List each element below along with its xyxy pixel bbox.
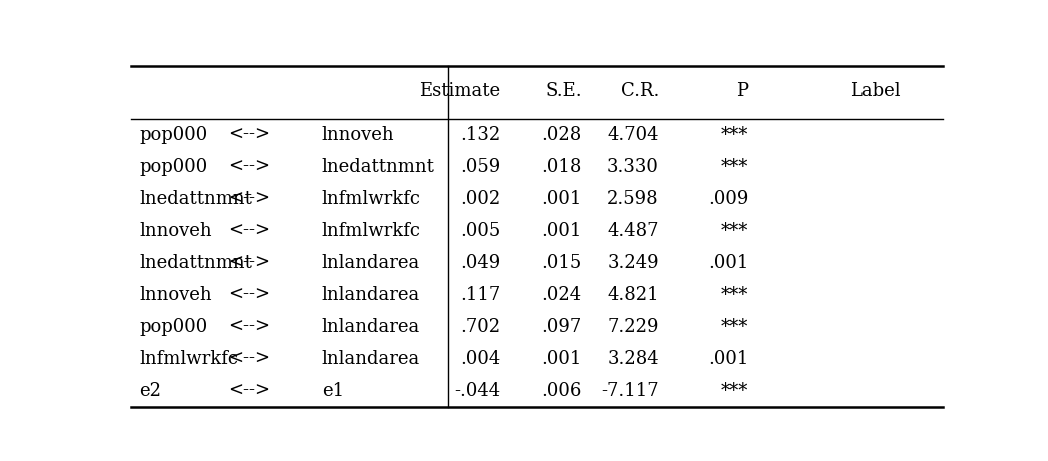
Text: lnfmlwrkfc: lnfmlwrkfc xyxy=(322,222,421,240)
Text: .132: .132 xyxy=(460,126,501,144)
Text: <-->: <--> xyxy=(227,190,269,208)
Text: .117: .117 xyxy=(460,286,501,304)
Text: .001: .001 xyxy=(707,350,748,368)
Text: lnnoveh: lnnoveh xyxy=(139,286,212,304)
Text: <-->: <--> xyxy=(227,382,269,400)
Text: .024: .024 xyxy=(542,286,582,304)
Text: lnedattnmnt: lnedattnmnt xyxy=(139,254,252,272)
Text: 7.229: 7.229 xyxy=(608,318,659,336)
Text: e1: e1 xyxy=(322,382,344,400)
Text: <-->: <--> xyxy=(227,318,269,336)
Text: C.R.: C.R. xyxy=(620,82,659,100)
Text: .004: .004 xyxy=(460,350,501,368)
Text: <-->: <--> xyxy=(227,254,269,272)
Text: lnfmlwrkfc: lnfmlwrkfc xyxy=(139,350,238,368)
Text: .059: .059 xyxy=(460,158,501,176)
Text: <-->: <--> xyxy=(227,158,269,176)
Text: lnedattnmnt: lnedattnmnt xyxy=(139,190,252,208)
Text: P: P xyxy=(737,82,748,100)
Text: -.044: -.044 xyxy=(455,382,501,400)
Text: <-->: <--> xyxy=(227,350,269,368)
Text: ***: *** xyxy=(721,286,748,304)
Text: 4.487: 4.487 xyxy=(608,222,659,240)
Text: .028: .028 xyxy=(542,126,582,144)
Text: 3.330: 3.330 xyxy=(607,158,659,176)
Text: ***: *** xyxy=(721,382,748,400)
Text: <-->: <--> xyxy=(227,126,269,144)
Text: S.E.: S.E. xyxy=(545,82,582,100)
Text: .001: .001 xyxy=(542,190,582,208)
Text: pop000: pop000 xyxy=(139,126,208,144)
Text: Estimate: Estimate xyxy=(419,82,501,100)
Text: lnlandarea: lnlandarea xyxy=(322,254,420,272)
Text: .001: .001 xyxy=(542,350,582,368)
Text: ***: *** xyxy=(721,158,748,176)
Text: .009: .009 xyxy=(707,190,748,208)
Text: .018: .018 xyxy=(542,158,582,176)
Text: lnfmlwrkfc: lnfmlwrkfc xyxy=(322,190,421,208)
Text: lnnoveh: lnnoveh xyxy=(322,126,394,144)
Text: lnlandarea: lnlandarea xyxy=(322,286,420,304)
Text: 2.598: 2.598 xyxy=(607,190,659,208)
Text: pop000: pop000 xyxy=(139,158,208,176)
Text: lnlandarea: lnlandarea xyxy=(322,350,420,368)
Text: .002: .002 xyxy=(460,190,501,208)
Text: .001: .001 xyxy=(707,254,748,272)
Text: <-->: <--> xyxy=(227,222,269,240)
Text: 4.704: 4.704 xyxy=(608,126,659,144)
Text: e2: e2 xyxy=(139,382,161,400)
Text: Label: Label xyxy=(850,82,900,100)
Text: 3.284: 3.284 xyxy=(607,350,659,368)
Text: lnedattnmnt: lnedattnmnt xyxy=(322,158,435,176)
Text: .005: .005 xyxy=(460,222,501,240)
Text: pop000: pop000 xyxy=(139,318,208,336)
Text: 4.821: 4.821 xyxy=(607,286,659,304)
Text: 3.249: 3.249 xyxy=(607,254,659,272)
Text: <-->: <--> xyxy=(227,286,269,304)
Text: ***: *** xyxy=(721,318,748,336)
Text: .006: .006 xyxy=(542,382,582,400)
Text: .097: .097 xyxy=(542,318,582,336)
Text: .015: .015 xyxy=(542,254,582,272)
Text: .001: .001 xyxy=(542,222,582,240)
Text: lnlandarea: lnlandarea xyxy=(322,318,420,336)
Text: ***: *** xyxy=(721,222,748,240)
Text: .702: .702 xyxy=(460,318,501,336)
Text: .049: .049 xyxy=(460,254,501,272)
Text: ***: *** xyxy=(721,126,748,144)
Text: -7.117: -7.117 xyxy=(602,382,659,400)
Text: lnnoveh: lnnoveh xyxy=(139,222,212,240)
